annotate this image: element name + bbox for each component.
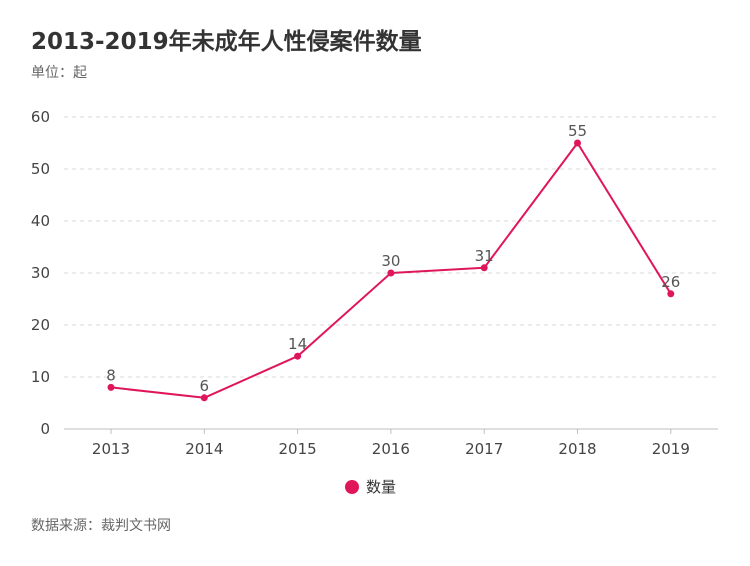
x-tick-label: 2013 xyxy=(92,440,130,458)
y-tick-label: 40 xyxy=(31,212,50,230)
legend-label: 数量 xyxy=(366,478,396,496)
x-tick-label: 2017 xyxy=(465,440,503,458)
y-tick-label: 10 xyxy=(31,368,50,386)
data-label: 8 xyxy=(106,366,116,384)
data-label: 26 xyxy=(661,273,680,291)
data-labels: 8 6 14 30 31 55 26 xyxy=(106,122,680,395)
data-point[interactable] xyxy=(294,352,302,360)
axes: 0 10 20 30 40 50 60 2013 2014 2015 2016 2017 2018 201… xyxy=(31,108,718,458)
legend[interactable]: 数量 xyxy=(345,478,396,496)
x-tick-label: 2014 xyxy=(185,440,223,458)
unit-label: 单位：起 xyxy=(31,65,87,81)
data-point[interactable] xyxy=(667,290,675,298)
data-label: 6 xyxy=(200,377,210,395)
data-point[interactable] xyxy=(387,269,395,277)
data-label: 14 xyxy=(288,335,307,353)
x-tick-label: 2016 xyxy=(372,440,410,458)
data-point[interactable] xyxy=(574,139,581,147)
y-tick-label: 50 xyxy=(31,160,50,178)
data-label: 31 xyxy=(475,247,494,265)
chart-title: 2013-2019年未成年人性侵案件数量 xyxy=(31,29,422,55)
x-tick-label: 2019 xyxy=(652,440,690,458)
data-source: 数据来源：裁判文书网 xyxy=(31,518,171,534)
y-tick-label: 20 xyxy=(31,316,50,334)
legend-marker-icon xyxy=(345,480,359,494)
x-tick-label: 2015 xyxy=(279,440,317,458)
x-tick-label: 2018 xyxy=(558,440,596,458)
y-tick-label: 30 xyxy=(31,264,50,282)
data-point[interactable] xyxy=(107,383,115,391)
y-tick-label: 60 xyxy=(31,108,50,126)
gridlines xyxy=(64,116,718,378)
data-label: 30 xyxy=(381,252,400,270)
data-point[interactable] xyxy=(480,264,488,272)
data-label: 55 xyxy=(568,122,587,140)
series-layer xyxy=(107,139,675,402)
data-point[interactable] xyxy=(200,394,208,402)
y-tick-label: 0 xyxy=(40,420,50,438)
